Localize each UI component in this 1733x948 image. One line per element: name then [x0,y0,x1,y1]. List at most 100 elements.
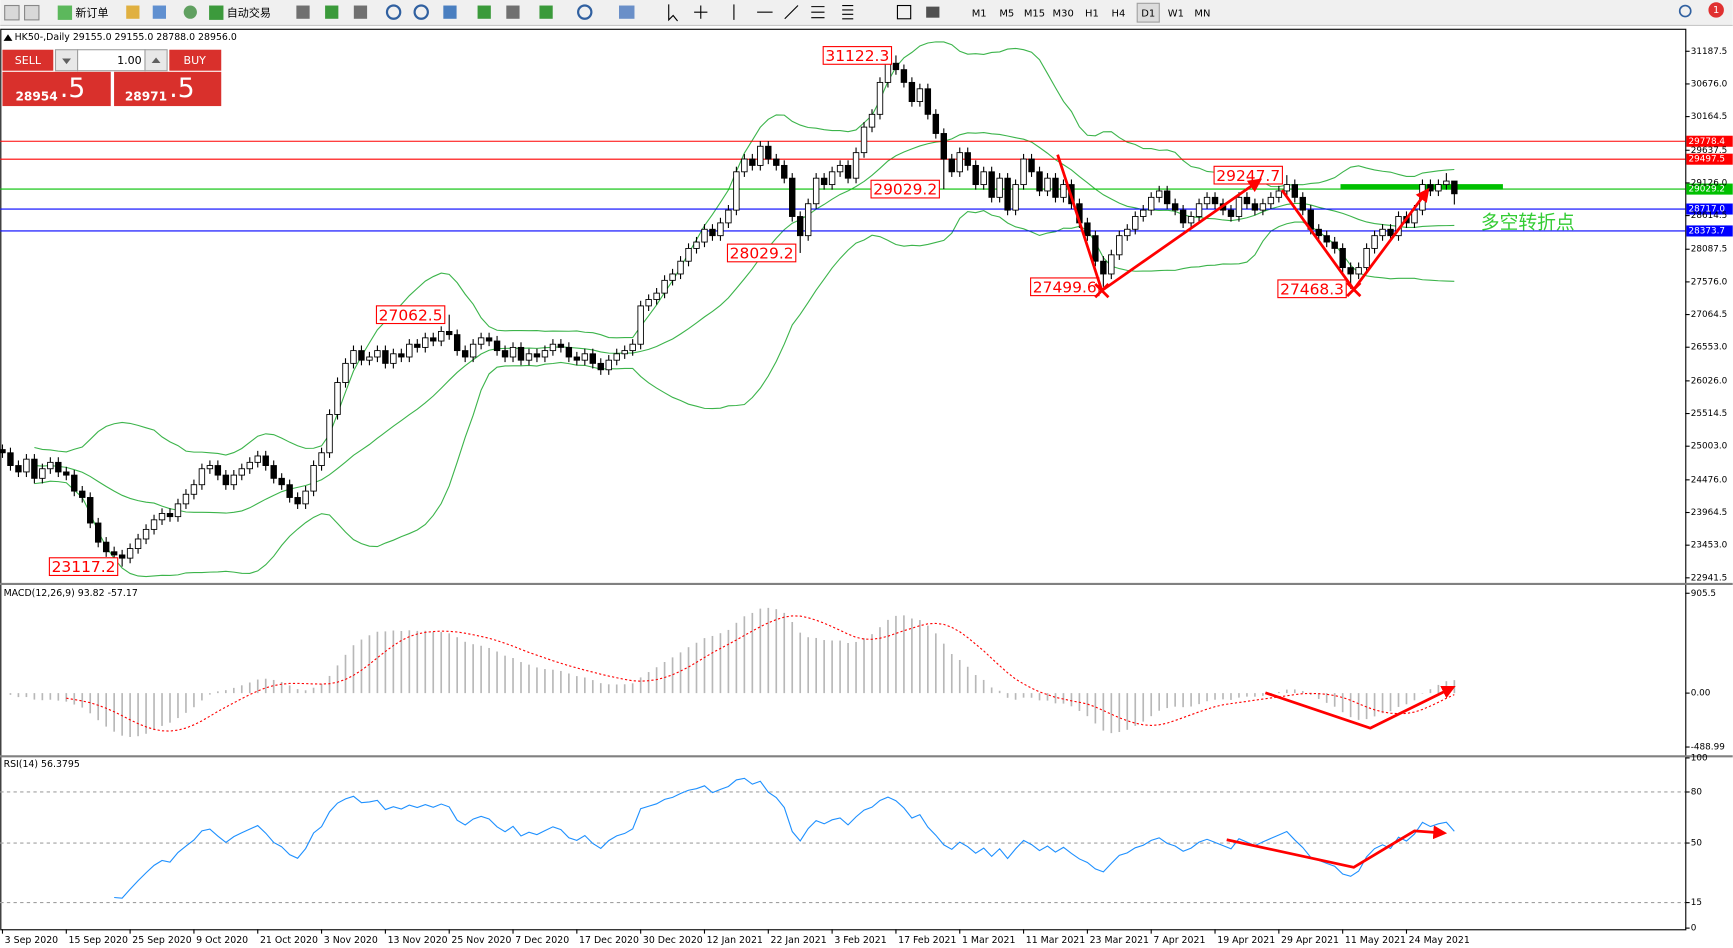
candle-body [581,353,589,361]
candle-body [860,126,868,154]
candle-body [637,305,644,345]
timeframe-button[interactable]: H1 [1085,8,1099,19]
icon[interactable] [183,5,197,19]
candle-body [406,343,413,358]
timeframe-button[interactable]: W1 [1168,8,1184,19]
annotation-box [1277,279,1347,299]
candle-body [1323,235,1330,243]
candle-body [1020,158,1027,186]
candle-body [126,548,134,559]
candle-body [238,468,245,476]
candle-body [438,331,445,342]
plot-area: 29778.4 29497.5 29029.2 28717.0 28373.7 3 Sep… [0,41,1733,946]
candle-body [342,362,349,383]
timeframe-button[interactable]: MN [1194,8,1210,19]
y-tick-label: 28614.5 [1691,211,1728,221]
trendline-icon[interactable] [784,5,799,20]
y-tick-label: 26553.0 [1691,343,1728,353]
candle-body [55,461,62,473]
candle-body [1004,177,1011,211]
icon[interactable] [477,5,491,19]
icon[interactable] [296,5,310,19]
new-order-button[interactable]: 新订单 [75,5,108,19]
icon[interactable] [413,4,429,20]
x-tick-label: 17 Feb 2021 [898,935,956,946]
timeframe-button[interactable]: M15 [1024,8,1045,19]
icon[interactable] [325,5,339,19]
channel-icon[interactable] [811,6,825,19]
cursor-icon[interactable] [668,4,678,22]
icon[interactable] [385,4,402,20]
candle-body [1132,216,1139,230]
x-tick-label: 13 Nov 2020 [388,935,448,946]
candle-body [1363,247,1370,269]
candle-body [1044,177,1051,192]
x-tick-label: 25 Sep 2020 [132,935,191,946]
buy-label[interactable]: BUY [184,54,207,67]
candle-body [1291,184,1299,198]
collapse-icon[interactable] [3,34,13,41]
timeframe-button[interactable]: D1 [1141,8,1155,19]
timeframe-button[interactable]: M5 [999,8,1014,19]
icon[interactable] [353,5,368,19]
timeframe-button[interactable]: M30 [1053,8,1074,19]
ask-box[interactable] [114,71,222,107]
y-tick-label: 15 [1691,898,1702,908]
candle-body [310,465,317,492]
candle-body [382,350,389,364]
candle-body [1299,196,1306,211]
label-icon[interactable] [896,4,912,20]
candle-body [1315,228,1322,237]
auto-trading-button[interactable]: 自动交易 [227,5,271,19]
candle-body [1092,235,1099,262]
candle-body [804,203,812,237]
annotation-label: 27499.6 [1033,278,1097,296]
search-icon[interactable] [1678,4,1692,18]
candle-body [1243,196,1251,205]
y-tick-label: 100 [1691,753,1708,763]
y-tick-label: -488.99 [1691,743,1725,753]
icon[interactable] [126,5,140,19]
timeframe-button[interactable]: M1 [972,8,987,19]
icon[interactable] [443,5,457,19]
candle-body [661,279,668,294]
sell-button[interactable] [2,49,54,71]
icon[interactable] [4,4,20,21]
annotation-box [726,243,797,263]
crosshair-icon[interactable] [694,5,708,19]
price-level-tag [1686,135,1733,147]
y-tick-label: 22941.5 [1691,573,1728,583]
alert-badge[interactable] [1708,2,1724,18]
candle-body [39,468,46,479]
candle-body [206,465,214,470]
candle-body [1116,235,1123,256]
x-tick-label: 7 Dec 2020 [515,935,569,946]
icon[interactable] [577,4,593,20]
arrows-icon[interactable] [926,6,940,18]
sell-label[interactable]: SELL [15,54,42,67]
candle-body [222,474,230,486]
auto-trading-icon[interactable] [209,5,224,20]
new-order-icon[interactable] [57,5,73,20]
buy-button[interactable] [169,49,222,71]
icon[interactable] [539,5,553,19]
candle-body [797,216,804,237]
y-tick-label: 905.5 [1691,589,1716,599]
icon[interactable] [619,5,635,19]
icon[interactable] [152,5,166,19]
fibo-icon[interactable] [842,4,854,20]
candle-body [852,152,860,179]
candle-body [709,228,716,237]
candle-body [1339,247,1346,269]
candle-body [757,145,764,166]
icon[interactable] [24,4,40,21]
lots-value[interactable]: 1.00 [117,54,142,67]
timeframe-button[interactable]: H4 [1112,8,1126,19]
bid-box[interactable] [2,71,111,107]
icon[interactable] [506,5,520,19]
candle-body [549,343,557,352]
candle-body [533,353,541,358]
x-tick-label: 11 Mar 2021 [1026,935,1085,946]
candle-body [573,356,581,361]
candle-body [996,177,1003,198]
